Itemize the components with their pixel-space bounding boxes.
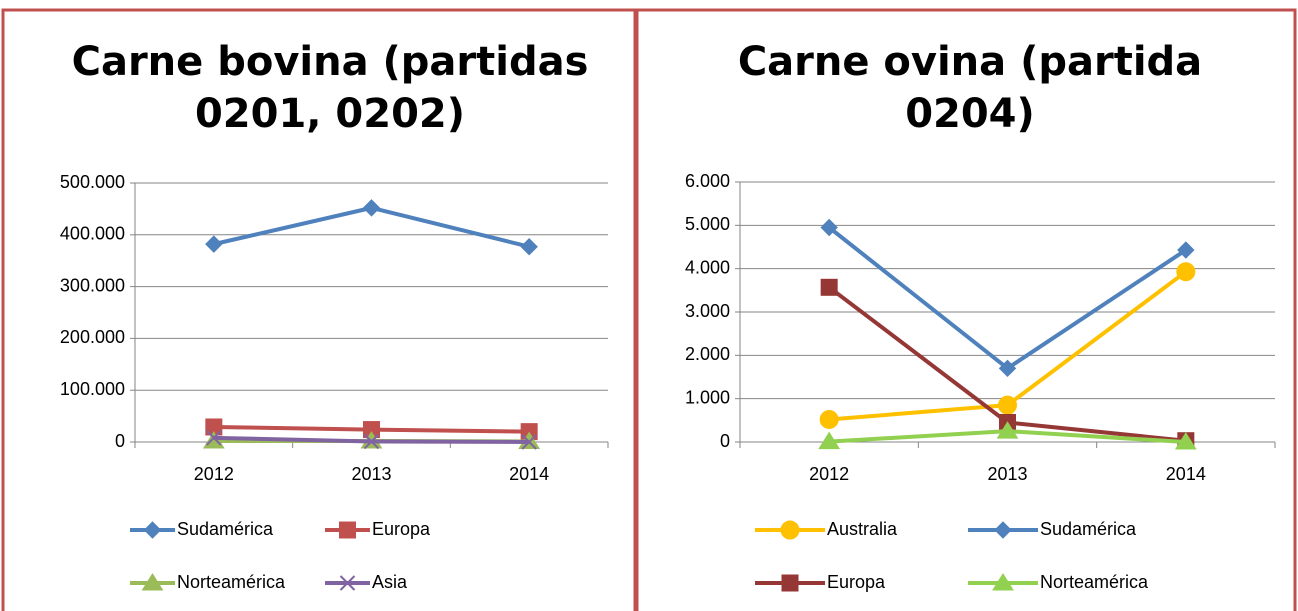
marker [996, 421, 1019, 439]
y-tick-label: 0 [720, 431, 730, 451]
y-tick-label: 200.000 [60, 327, 125, 347]
y-tick-label: 6.000 [685, 171, 730, 191]
marker [363, 433, 380, 450]
y-tick-label: 500.000 [60, 172, 125, 192]
marker [818, 431, 841, 450]
panel-border [635, 8, 1297, 611]
y-tick-label: 2.000 [685, 344, 730, 364]
legend-marker [141, 573, 164, 591]
y-tick-label: 5.000 [685, 214, 730, 234]
y-tick-label: 4.000 [685, 257, 730, 277]
x-tick-label: 2013 [987, 464, 1027, 484]
legend-marker [339, 521, 356, 539]
x-tick-label: 2014 [1166, 464, 1206, 484]
legend-marker [339, 575, 356, 591]
x-tick-label: 2013 [351, 464, 391, 484]
legend-label: Sudamérica [1040, 519, 1137, 539]
legend-label: Norteamérica [177, 572, 286, 592]
legend-label: Europa [372, 519, 431, 539]
marker [1177, 241, 1195, 259]
marker [1174, 432, 1197, 450]
legend-marker [992, 573, 1014, 591]
marker [1176, 262, 1196, 282]
marker [521, 434, 537, 450]
legend-marker [994, 521, 1012, 539]
marker [819, 409, 839, 429]
legend-label: Norteamérica [1040, 572, 1149, 592]
marker [820, 278, 838, 296]
legend-label: Europa [827, 572, 886, 592]
marker [362, 199, 381, 217]
legend-marker [781, 574, 799, 592]
chart-title: Carne ovina (partida 0204) [737, 39, 1203, 137]
panel-border [1, 8, 637, 611]
x-tick-label: 2012 [194, 464, 234, 484]
x-tick-label: 2012 [809, 464, 849, 484]
y-tick-label: 400.000 [60, 224, 125, 244]
y-tick-label: 100.000 [60, 379, 125, 399]
marker [998, 395, 1017, 415]
y-tick-label: 300.000 [60, 275, 125, 295]
series-line [827, 225, 1187, 371]
y-tick-label: 1.000 [685, 387, 730, 407]
marker [998, 359, 1017, 378]
marker [820, 218, 838, 237]
legend-marker [143, 521, 162, 539]
marker [205, 235, 223, 253]
y-tick-label: 0 [115, 431, 125, 451]
chart-title: Carne bovina (partidas 0201, 0202) [71, 39, 589, 137]
legend-marker [780, 520, 800, 540]
marker [206, 430, 222, 446]
legend-label: Asia [372, 572, 408, 592]
marker [520, 238, 538, 256]
legend-label: Australia [827, 519, 898, 539]
y-tick-label: 3.000 [685, 301, 730, 321]
x-tick-label: 2014 [509, 464, 549, 484]
legend-label: Sudamérica [177, 519, 274, 539]
